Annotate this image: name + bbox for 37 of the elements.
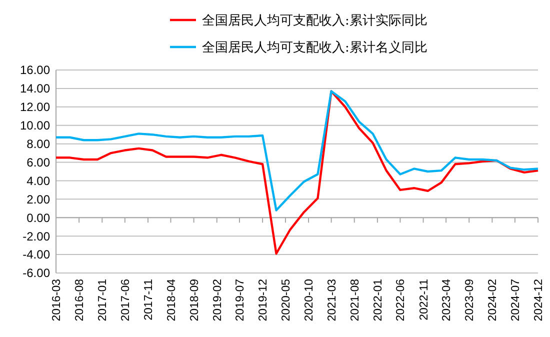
legend-label: 全国居民人均可支配收入:累计实际同比 [202,14,428,29]
y-tick-label: 4.00 [26,174,50,188]
x-tick-label: 2019-02 [212,279,224,322]
x-tick-label: 2019-07 [234,279,247,322]
y-tick-label: 16.00 [20,63,50,78]
x-tick-label: 2022-06 [395,279,408,322]
y-tick-label: -6.00 [22,266,50,280]
y-tick-label: -4.00 [22,248,50,262]
x-tick-label: 2024-02 [487,279,500,322]
y-tick-label: 0.00 [26,210,50,225]
x-tick-label: 2023-09 [464,279,476,322]
x-tick-label: 2021-08 [349,279,362,322]
y-tick-label: 14.00 [20,82,50,96]
y-tick-label: 2.00 [26,192,50,206]
y-tick-label: -2.00 [22,229,50,244]
x-tick-label: 2020-10 [304,279,316,322]
x-tick-label: 2016-03 [51,279,64,322]
y-tick-label: 6.00 [26,155,50,170]
x-tick-label: 2018-09 [188,279,201,322]
y-tick-label: 12.00 [20,100,50,114]
x-tick-label: 2016-08 [74,279,86,322]
line-series [54,90,540,212]
x-tick-label: 2020-05 [280,279,292,322]
x-tick-label: 2022-01 [372,279,384,322]
x-tick-label: 2017-06 [120,279,132,322]
y-tick-label: 8.00 [26,137,50,152]
x-tick-label: 2023-04 [441,278,454,322]
x-tick-label: 2019-12 [258,279,270,322]
x-tick-label: 2017-11 [142,279,155,320]
x-tick-label: 2021-03 [326,279,338,322]
x-tick-label: 2024-12 [533,279,546,322]
x-tick-label: 2017-01 [97,279,110,322]
x-tick-label: 2018-04 [166,278,178,322]
legend-label: 全国居民人均可支配收入:累计名义同比 [202,40,428,56]
y-tick-label: 10.00 [20,118,50,133]
x-tick-label: 2022-11 [418,279,430,320]
x-tick-label: 2024-07 [510,279,522,322]
